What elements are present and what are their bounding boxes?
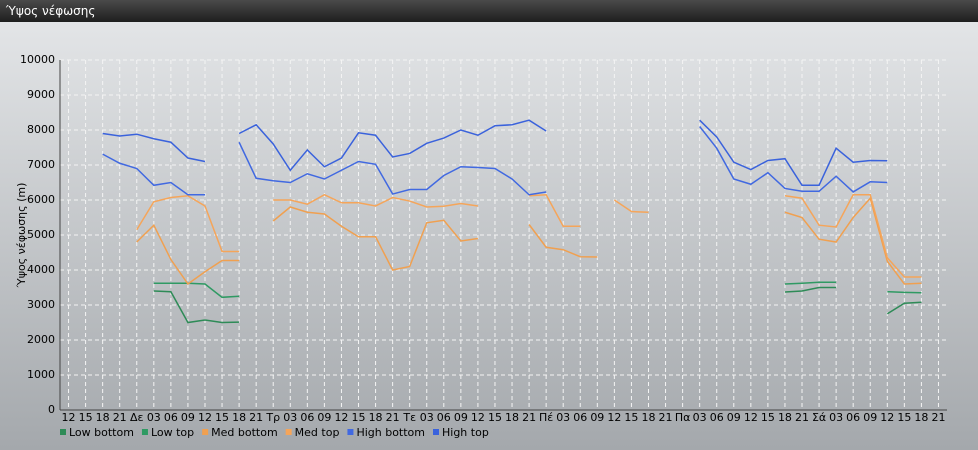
legend-label: Low top (151, 426, 194, 439)
x-tick-label: 15 (215, 411, 229, 424)
x-tick-label: 09 (317, 411, 331, 424)
x-tick-label: 03 (420, 411, 434, 424)
x-tick-label: 18 (505, 411, 519, 424)
x-tick-label: 18 (914, 411, 928, 424)
series-line (136, 193, 922, 278)
x-tick-label: 03 (556, 411, 570, 424)
x-tick-label: 15 (761, 411, 775, 424)
y-tick-label: 8000 (27, 123, 55, 136)
x-tick-label: 09 (454, 411, 468, 424)
x-tick-label: 12 (62, 411, 76, 424)
legend-label: Med top (295, 426, 340, 439)
x-tick-label: 18 (641, 411, 655, 424)
legend-label: Med bottom (211, 426, 278, 439)
x-tick-label: 18 (369, 411, 383, 424)
x-tick-label: Σά (812, 411, 826, 424)
x-tick-label: 18 (96, 411, 110, 424)
legend-swatch (202, 429, 209, 435)
x-tick-label: 21 (249, 411, 263, 424)
series-line (102, 126, 888, 196)
legend-label: Low bottom (69, 426, 134, 439)
x-tick-label: 21 (795, 411, 809, 424)
x-tick-label: Πα (675, 411, 691, 424)
x-tick-label: 21 (113, 411, 127, 424)
series-line (153, 281, 922, 299)
legend-label: High bottom (356, 426, 425, 439)
x-tick-label: Πέ (539, 411, 553, 424)
x-tick-label: 21 (931, 411, 945, 424)
series-line (102, 119, 888, 187)
x-tick-label: 15 (79, 411, 93, 424)
window-title: Ύψος νέφωσης (0, 0, 978, 22)
x-tick-label: 15 (897, 411, 911, 424)
x-tick-label: 18 (778, 411, 792, 424)
x-tick-label: 03 (147, 411, 161, 424)
y-tick-label: 10000 (20, 53, 55, 66)
x-tick-label: 15 (352, 411, 366, 424)
x-tick-label: 09 (863, 411, 877, 424)
x-tick-label: 06 (300, 411, 314, 424)
x-tick-label: 03 (693, 411, 707, 424)
x-tick-label: 15 (488, 411, 502, 424)
legend-swatch (60, 429, 66, 435)
legend-swatch (285, 429, 292, 435)
x-tick-label: Δε (130, 411, 144, 424)
legend-swatch (433, 429, 439, 435)
x-tick-label: 09 (590, 411, 604, 424)
x-tick-label: 12 (744, 411, 758, 424)
y-tick-label: 2000 (27, 333, 55, 346)
y-axis-label: Ύψος νέφωσης (m) (15, 183, 28, 289)
y-tick-label: 3000 (27, 298, 55, 311)
series-line (153, 286, 922, 324)
x-tick-label: 12 (880, 411, 894, 424)
legend-swatch (347, 429, 354, 435)
x-tick-label: 09 (727, 411, 741, 424)
series-line (136, 196, 922, 286)
x-tick-label: 15 (624, 411, 638, 424)
x-tick-label: 18 (232, 411, 246, 424)
x-tick-label: 06 (710, 411, 724, 424)
y-tick-label: 4000 (27, 263, 55, 276)
x-tick-label: 12 (198, 411, 212, 424)
y-tick-label: 1000 (27, 368, 55, 381)
x-tick-label: 03 (829, 411, 843, 424)
x-tick-label: 06 (846, 411, 860, 424)
legend-swatch (141, 429, 148, 435)
y-tick-label: 0 (48, 403, 55, 416)
x-tick-label: 06 (573, 411, 587, 424)
y-tick-label: 6000 (27, 193, 55, 206)
x-tick-label: Τε (402, 411, 416, 424)
x-tick-label: 06 (437, 411, 451, 424)
x-tick-label: 12 (471, 411, 485, 424)
legend-label: High top (442, 426, 489, 439)
y-tick-label: 5000 (27, 228, 55, 241)
x-tick-label: 03 (283, 411, 297, 424)
y-tick-label: 9000 (27, 88, 55, 101)
x-tick-label: 12 (334, 411, 348, 424)
x-tick-label: 21 (522, 411, 536, 424)
x-tick-label: 21 (659, 411, 673, 424)
y-tick-label: 7000 (27, 158, 55, 171)
x-tick-label: 12 (607, 411, 621, 424)
x-tick-label: 06 (164, 411, 178, 424)
x-tick-label: Τρ (265, 411, 280, 424)
x-tick-label: 09 (181, 411, 195, 424)
x-tick-label: 21 (386, 411, 400, 424)
